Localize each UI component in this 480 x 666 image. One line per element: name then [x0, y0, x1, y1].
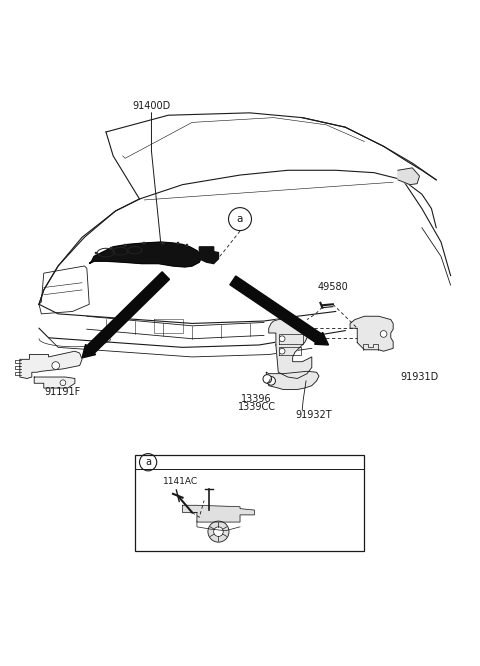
Bar [135, 455, 364, 551]
Circle shape [208, 521, 229, 542]
Polygon shape [266, 371, 319, 390]
Polygon shape [350, 316, 393, 351]
FancyArrow shape [230, 276, 328, 345]
Text: 91931D: 91931D [400, 372, 439, 382]
Text: a: a [237, 214, 243, 224]
Text: 13396: 13396 [241, 394, 272, 404]
Text: a: a [145, 458, 151, 468]
Polygon shape [199, 247, 218, 264]
Text: 1141AC: 1141AC [163, 477, 199, 486]
Text: 91191F: 91191F [45, 386, 81, 397]
Circle shape [267, 376, 276, 385]
Text: 49580: 49580 [318, 282, 348, 292]
Circle shape [279, 336, 285, 342]
Text: 91932T: 91932T [296, 410, 333, 420]
FancyArrow shape [82, 272, 169, 358]
Circle shape [60, 380, 66, 386]
Circle shape [279, 348, 285, 354]
Text: 91400D: 91400D [132, 101, 170, 111]
Polygon shape [89, 242, 202, 267]
Circle shape [380, 330, 387, 337]
Polygon shape [269, 320, 312, 378]
Circle shape [214, 527, 223, 536]
Text: 1339CC: 1339CC [238, 402, 276, 412]
Polygon shape [20, 351, 82, 378]
Polygon shape [182, 505, 254, 522]
Polygon shape [398, 168, 420, 184]
Polygon shape [34, 377, 75, 388]
Circle shape [263, 375, 272, 383]
Circle shape [52, 362, 60, 370]
